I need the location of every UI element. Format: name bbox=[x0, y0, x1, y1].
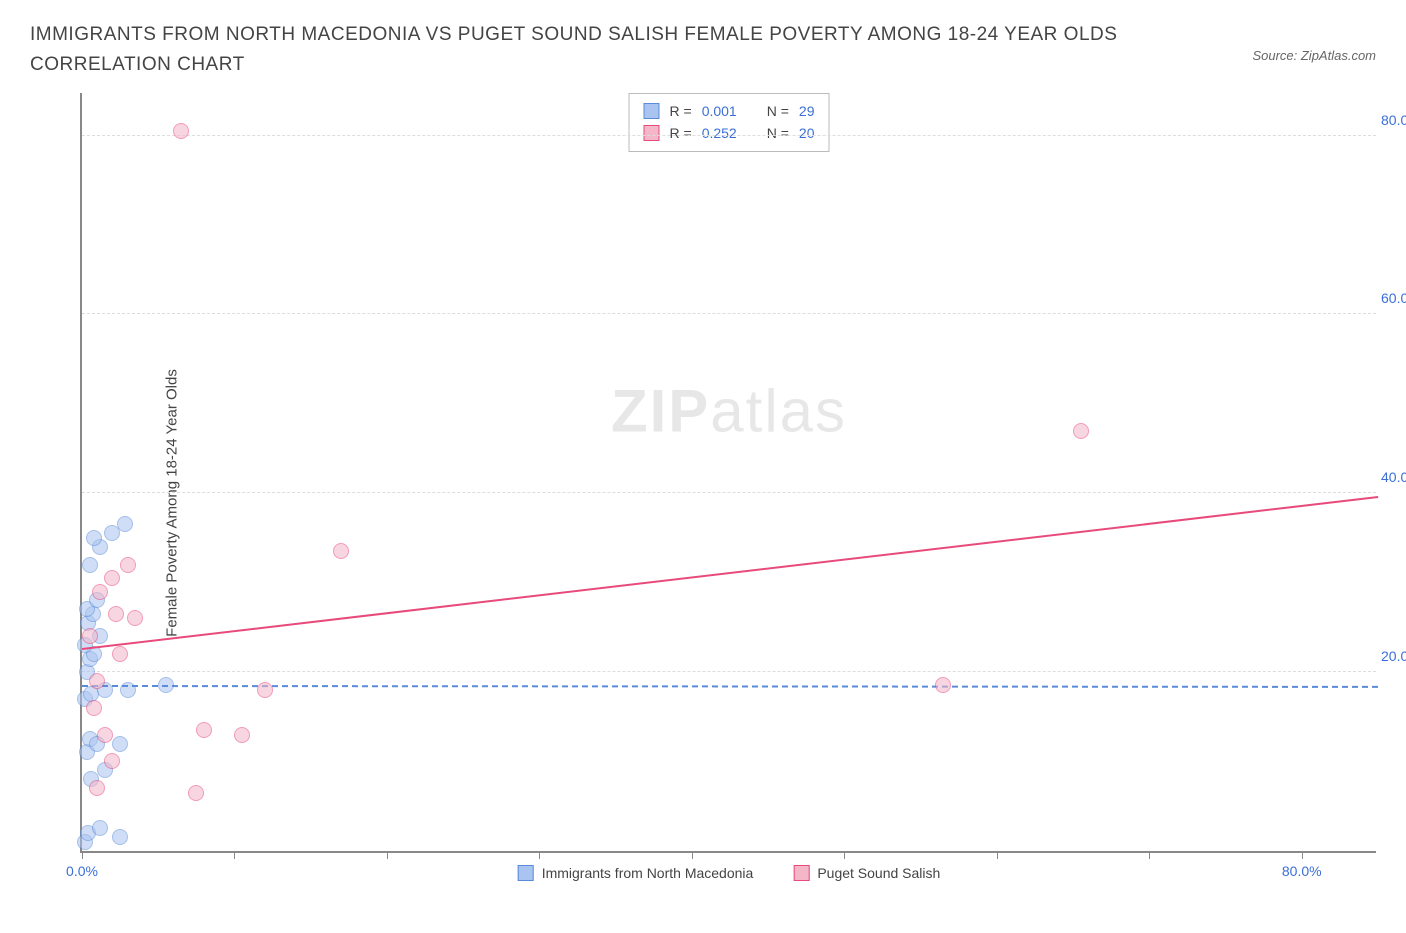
data-point bbox=[82, 557, 98, 573]
data-point bbox=[108, 606, 124, 622]
r-value: 0.001 bbox=[702, 100, 737, 122]
r-label: R = bbox=[670, 100, 692, 122]
stats-legend-row: R = 0.252 N = 20 bbox=[644, 122, 815, 144]
x-tick bbox=[844, 851, 845, 859]
x-tick bbox=[234, 851, 235, 859]
data-point bbox=[104, 753, 120, 769]
series-legend-item: Immigrants from North Macedonia bbox=[518, 865, 754, 881]
legend-swatch bbox=[644, 125, 660, 141]
data-point bbox=[89, 780, 105, 796]
chart-header: IMMIGRANTS FROM NORTH MACEDONIA VS PUGET… bbox=[30, 20, 1376, 81]
data-point bbox=[127, 610, 143, 626]
y-tick-label: 20.0% bbox=[1381, 648, 1406, 664]
y-tick-label: 80.0% bbox=[1381, 112, 1406, 128]
gridline-h bbox=[82, 135, 1376, 136]
trend-line bbox=[82, 685, 1378, 688]
x-tick bbox=[539, 851, 540, 859]
watermark-light: atlas bbox=[710, 378, 847, 445]
r-value: 0.252 bbox=[702, 122, 737, 144]
data-point bbox=[89, 673, 105, 689]
y-tick-label: 40.0% bbox=[1381, 469, 1406, 485]
data-point bbox=[935, 677, 951, 693]
plot-area: ZIPatlas R =0.001N =29R =0.252N =20 Immi… bbox=[80, 93, 1376, 853]
source-attribution: Source: ZipAtlas.com bbox=[1252, 48, 1376, 63]
series-label: Puget Sound Salish bbox=[817, 865, 940, 881]
data-point bbox=[234, 727, 250, 743]
data-point bbox=[92, 584, 108, 600]
x-tick bbox=[82, 851, 83, 859]
y-tick-label: 60.0% bbox=[1381, 290, 1406, 306]
x-tick bbox=[692, 851, 693, 859]
legend-swatch bbox=[644, 103, 660, 119]
legend-swatch bbox=[518, 865, 534, 881]
gridline-h bbox=[82, 313, 1376, 314]
legend-swatch bbox=[793, 865, 809, 881]
data-point bbox=[257, 682, 273, 698]
x-tick-label: 0.0% bbox=[66, 863, 98, 879]
chart-title: IMMIGRANTS FROM NORTH MACEDONIA VS PUGET… bbox=[30, 20, 1130, 81]
n-value: 20 bbox=[799, 122, 815, 144]
x-tick bbox=[997, 851, 998, 859]
data-point bbox=[1073, 423, 1089, 439]
data-point bbox=[120, 557, 136, 573]
series-legend-item: Puget Sound Salish bbox=[793, 865, 940, 881]
data-point bbox=[82, 628, 98, 644]
series-legend: Immigrants from North Macedonia Puget Sou… bbox=[518, 865, 941, 881]
data-point bbox=[86, 700, 102, 716]
stats-legend: R = 0.001 N = 29 R = 0.252 N = 20 bbox=[629, 93, 830, 152]
gridline-h bbox=[82, 671, 1376, 672]
x-tick bbox=[1302, 851, 1303, 859]
data-point bbox=[112, 646, 128, 662]
series-label: Immigrants from North Macedonia bbox=[542, 865, 754, 881]
n-value: 29 bbox=[799, 100, 815, 122]
data-point bbox=[97, 727, 113, 743]
watermark: ZIPatlas bbox=[611, 377, 847, 446]
trend-line bbox=[82, 496, 1378, 650]
data-point bbox=[112, 736, 128, 752]
n-label: N = bbox=[767, 122, 789, 144]
data-point bbox=[86, 530, 102, 546]
data-point bbox=[92, 820, 108, 836]
stats-legend-row: R = 0.001 N = 29 bbox=[644, 100, 815, 122]
x-tick bbox=[1149, 851, 1150, 859]
data-point bbox=[188, 785, 204, 801]
data-point bbox=[173, 123, 189, 139]
gridline-h bbox=[82, 492, 1376, 493]
data-point bbox=[196, 722, 212, 738]
n-label: N = bbox=[767, 100, 789, 122]
x-tick-label: 80.0% bbox=[1282, 863, 1322, 879]
data-point bbox=[104, 570, 120, 586]
chart-container: Female Poverty Among 18-24 Year Olds ZIP… bbox=[30, 93, 1376, 913]
x-tick bbox=[387, 851, 388, 859]
data-point bbox=[333, 543, 349, 559]
r-label: R = bbox=[670, 122, 692, 144]
data-point bbox=[117, 516, 133, 532]
data-point bbox=[112, 829, 128, 845]
watermark-bold: ZIP bbox=[611, 378, 710, 445]
